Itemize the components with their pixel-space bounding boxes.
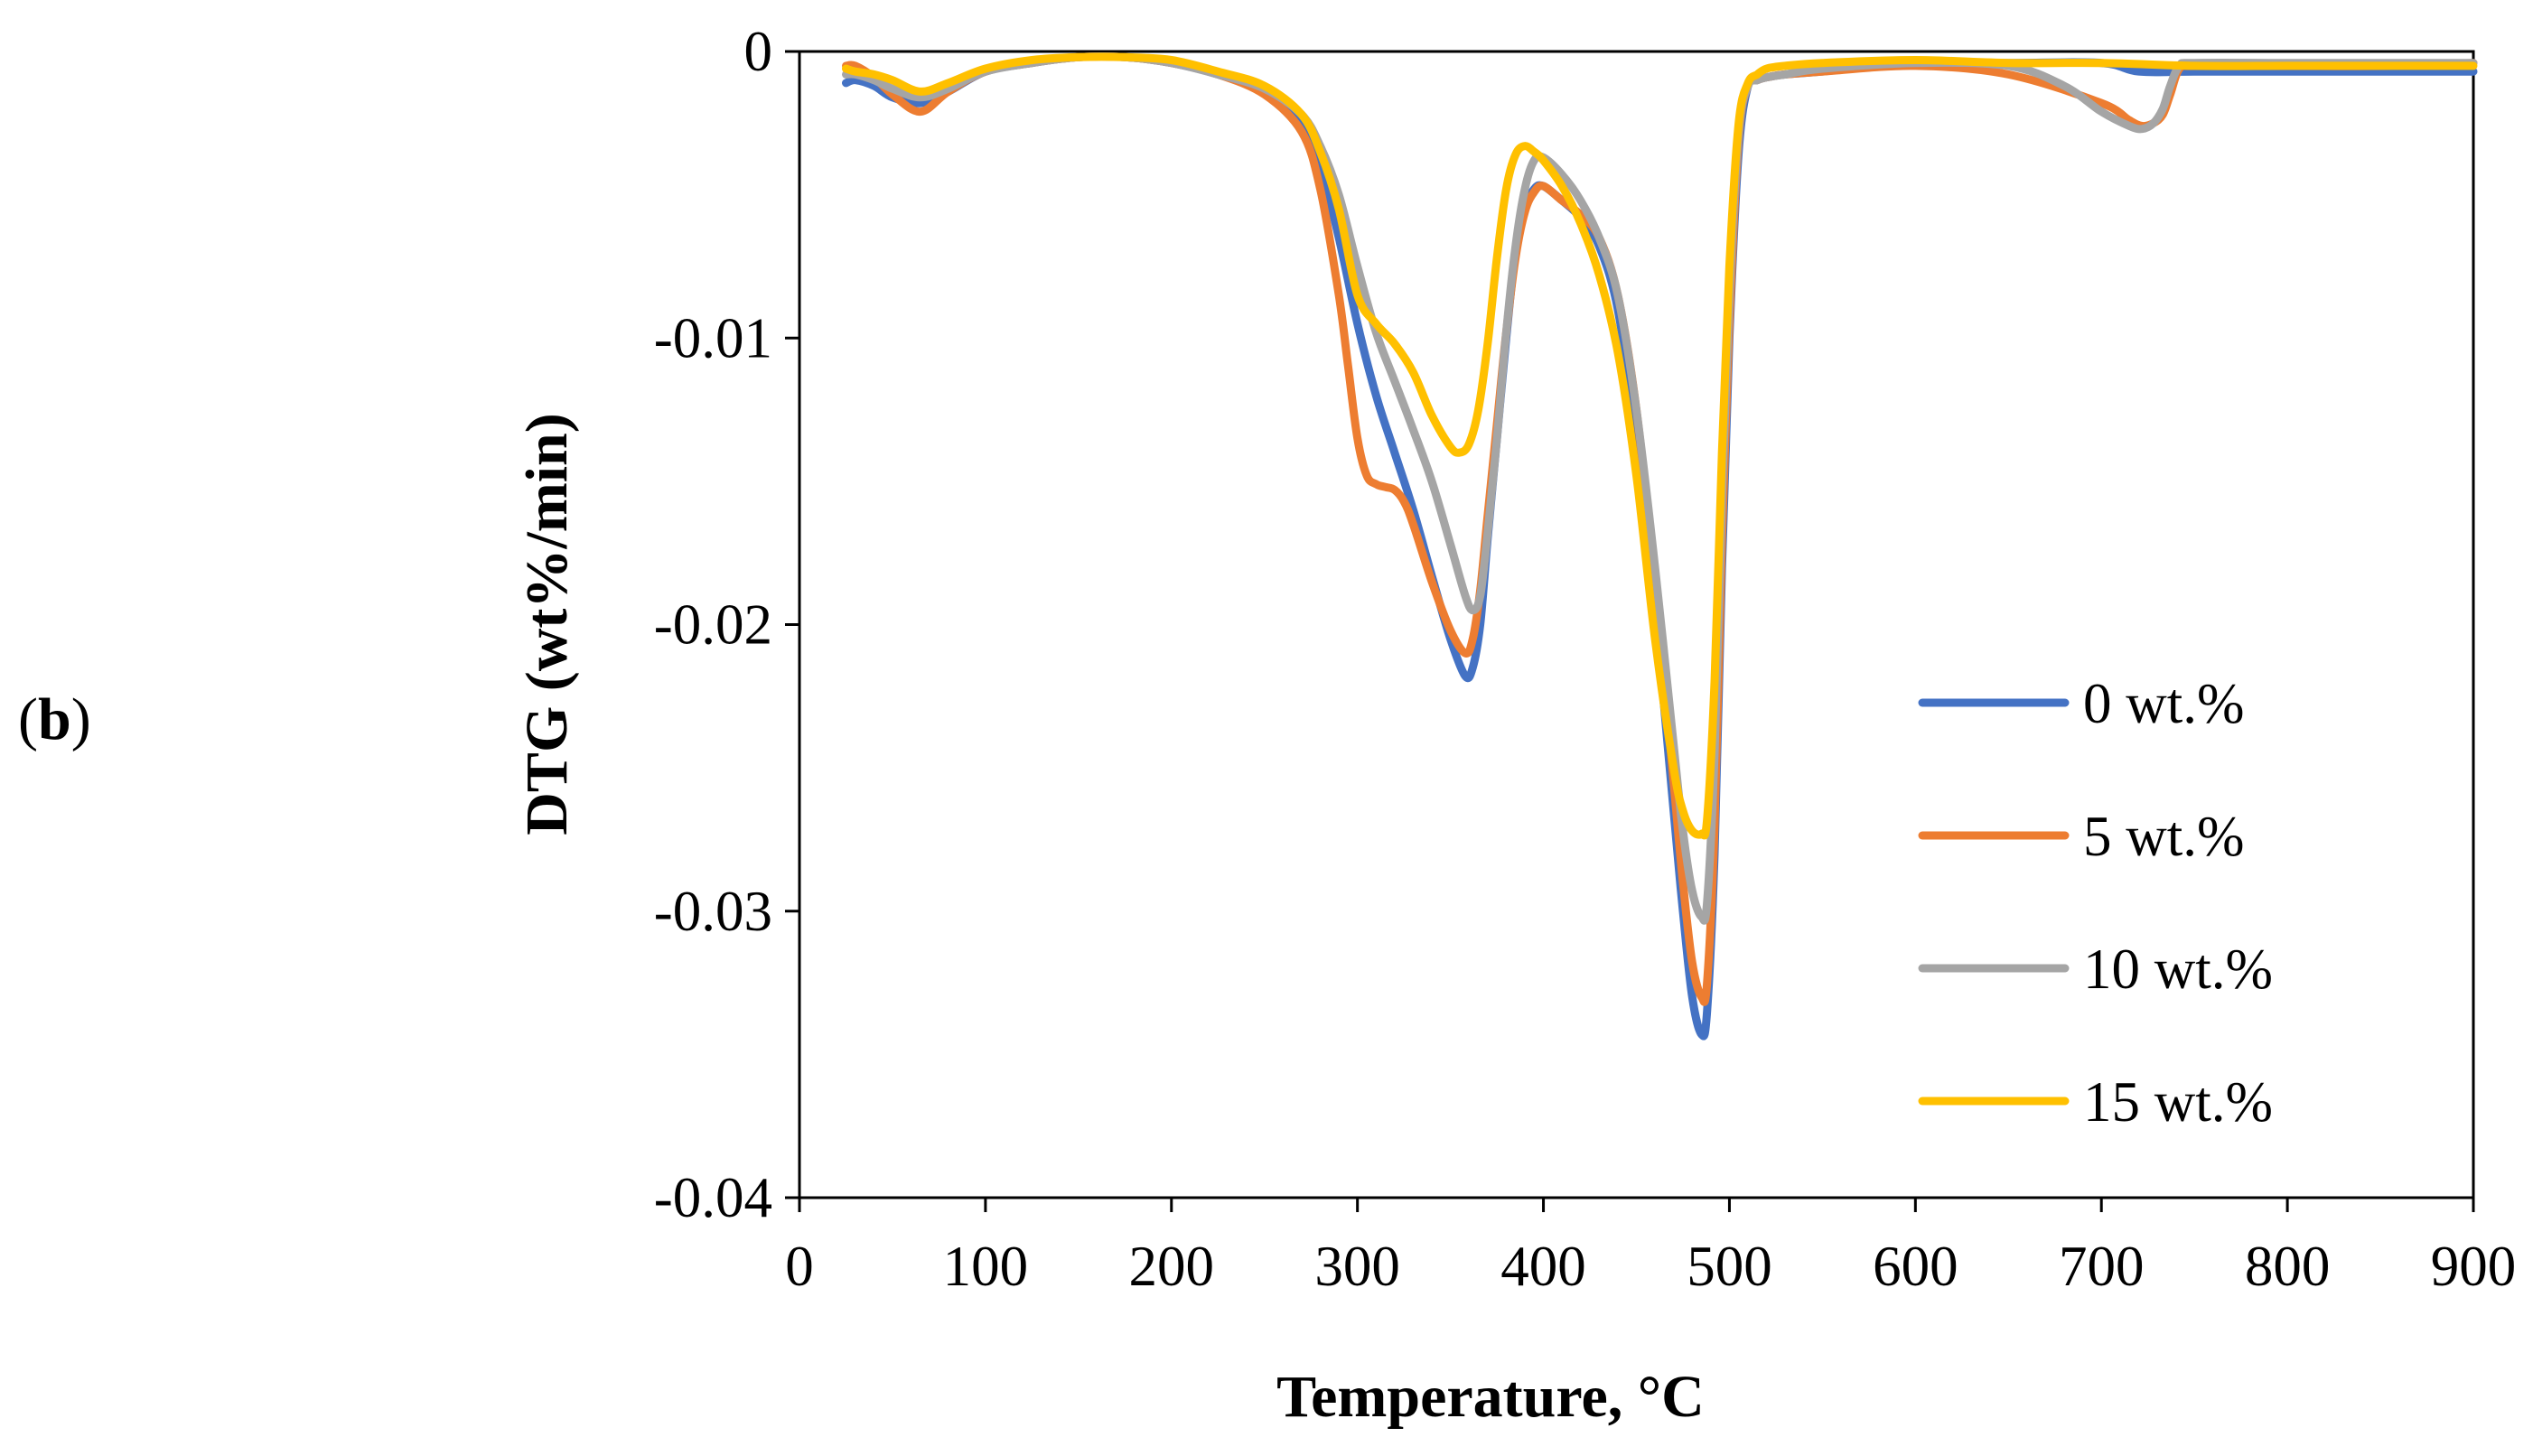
x-tick-label: 800 [2245, 1235, 2331, 1298]
series-line-0 [842, 52, 2478, 1041]
series-line-2 [842, 52, 2478, 925]
x-tick-labels: 0 100 200 300 400 500 600 700 800 900 [785, 1235, 2516, 1298]
legend-label-3: 15 wt.% [2083, 1070, 2273, 1134]
x-tick-label: 300 [1314, 1235, 1400, 1298]
x-axis-title: Temperature, °C [1276, 1364, 1705, 1430]
plot-area-frame [798, 50, 2475, 1199]
y-tick-label: -0.04 [654, 1166, 772, 1229]
x-tick-label: 700 [2059, 1235, 2145, 1298]
x-tick-label: 500 [1687, 1235, 1772, 1298]
y-tick-labels: 0 -0.01 -0.02 -0.03 -0.04 [654, 20, 772, 1229]
panel-label-open: ( [18, 686, 38, 752]
x-tick-label: 200 [1129, 1235, 1215, 1298]
panel-label-close: ) [71, 686, 91, 752]
y-tick-label: -0.02 [654, 593, 772, 657]
legend-label-2: 10 wt.% [2083, 938, 2273, 1001]
y-tick-label: -0.03 [654, 880, 772, 943]
x-tick-label: 400 [1500, 1235, 1586, 1298]
series-line-3 [842, 52, 2478, 840]
y-tick-marks [785, 50, 799, 1199]
x-tick-label: 100 [943, 1235, 1029, 1298]
legend-label-0: 0 wt.% [2083, 672, 2244, 735]
legend: 0 wt.% 5 wt.% 10 wt.% 15 wt.% [1918, 672, 2273, 1134]
y-tick-label: 0 [744, 20, 773, 83]
x-tick-marks [798, 1198, 2475, 1212]
panel-label-letter: b [38, 686, 71, 752]
x-tick-label: 600 [1873, 1235, 1958, 1298]
panel-label: (b) [18, 686, 91, 752]
y-tick-label: -0.01 [654, 306, 772, 369]
y-axis-title: DTG (wt%/min) [514, 413, 580, 835]
series-lines [842, 52, 2478, 1041]
legend-label-1: 5 wt.% [2083, 805, 2244, 868]
x-tick-label: 900 [2431, 1235, 2517, 1298]
x-tick-label: 0 [785, 1235, 814, 1298]
